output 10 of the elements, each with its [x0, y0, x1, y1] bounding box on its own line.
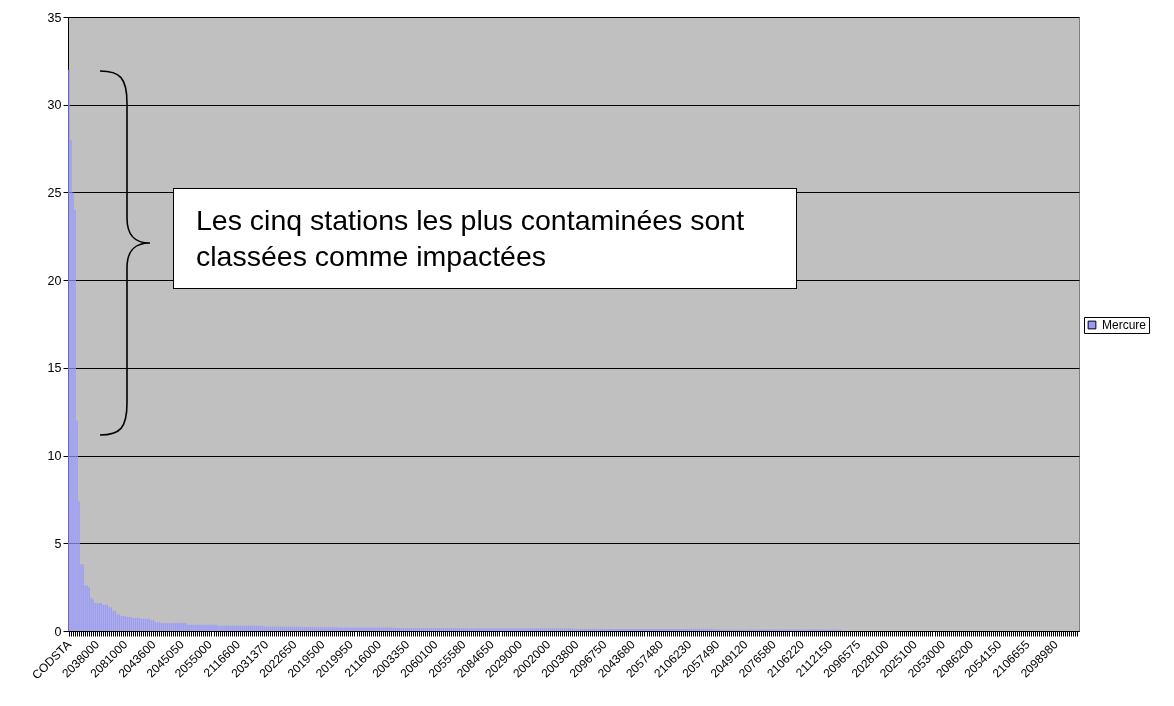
- y-tick-label: 35: [47, 10, 62, 25]
- y-tick-label: 30: [47, 98, 62, 113]
- y-tick-label: 10: [47, 449, 62, 464]
- y-tick-label: 15: [47, 361, 62, 376]
- y-tick-label: 25: [47, 185, 62, 200]
- y-tick-label: 20: [47, 273, 62, 288]
- y-tick-label: 0: [54, 624, 62, 639]
- y-tick-label: 5: [54, 536, 62, 551]
- callout-box: Les cinq stations les plus contaminées sont classées comme impactées: [173, 188, 797, 289]
- legend-label: Mercure: [1102, 318, 1147, 332]
